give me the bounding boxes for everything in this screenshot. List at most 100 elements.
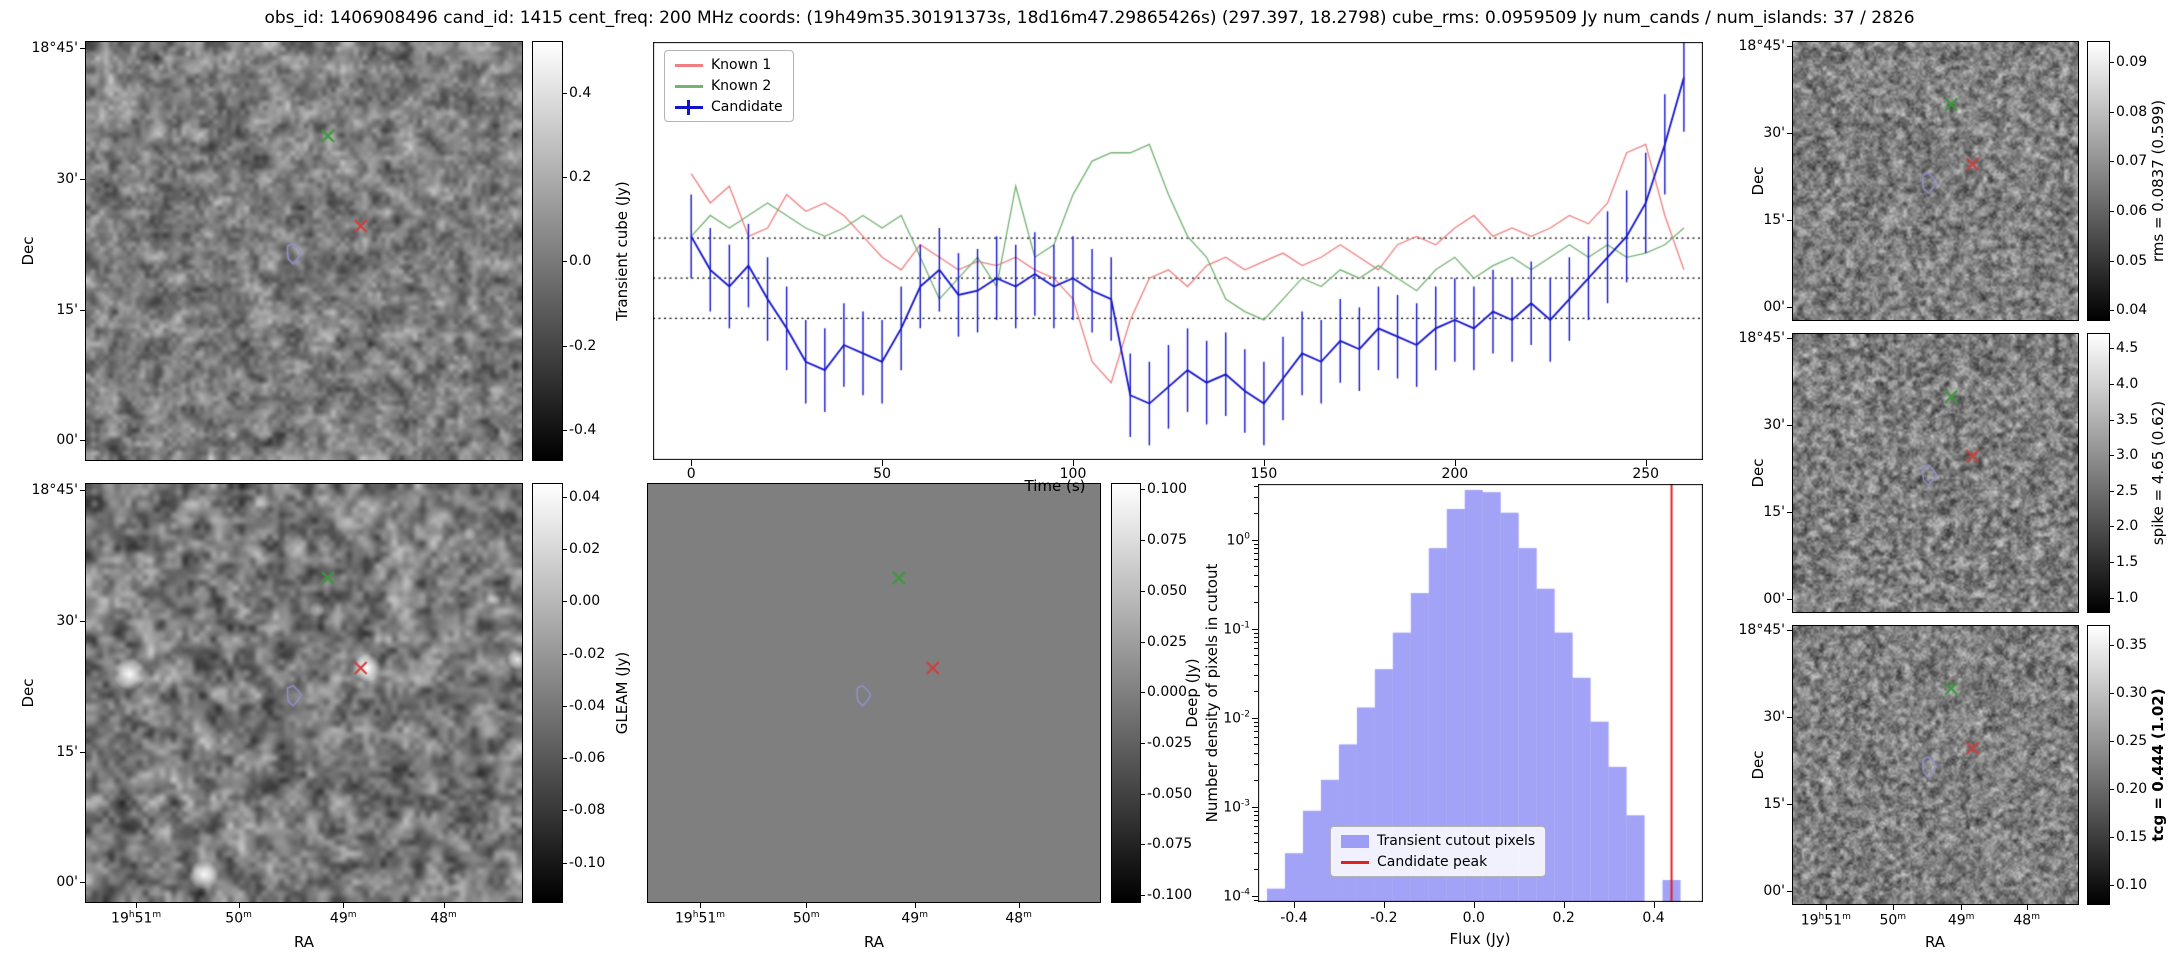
deep-colorbar-tick-label: 0.000	[1147, 684, 1188, 701]
spike-colorbar-tick-label: 1.0	[2116, 589, 2139, 606]
gleam-colorbar-tick-label: -0.08	[569, 802, 606, 819]
time-tick-mark	[691, 460, 693, 466]
transient_cube-colorbar-tick-mark	[562, 345, 567, 347]
dec-tick-mark	[1787, 716, 1793, 718]
density-minor-tick-mark	[1254, 764, 1258, 766]
gleam-colorbar-tick-label: 0.02	[569, 541, 601, 558]
density-tick-mark	[1252, 895, 1258, 897]
density-minor-tick-mark	[1254, 642, 1258, 644]
spike-colorbar-label: spike = 4.65 (0.62)	[2149, 400, 2167, 546]
legend-item-known2: Known 2	[675, 78, 783, 94]
deep-colorbar-tick-mark	[1140, 591, 1145, 592]
dec-tick-label: 00'	[1763, 590, 1785, 607]
density-tick-label: 10-1	[1223, 620, 1250, 637]
time-tick-label: 100	[1059, 466, 1087, 482]
flux-tick-mark	[1383, 902, 1385, 908]
transient-cube-cutout-image	[85, 41, 523, 461]
legend-item-candidate-peak: Candidate peak	[1341, 854, 1535, 870]
dec-axis-label-transient: Dec	[19, 236, 37, 266]
legend-label-known2: Known 2	[711, 78, 772, 94]
ra-tick-mark	[1018, 902, 1020, 908]
density-minor-tick-mark	[1254, 648, 1258, 650]
density-minor-tick-mark	[1254, 655, 1258, 657]
spike-colorbar-tick-mark	[2109, 490, 2114, 492]
legend-label-candidate-peak: Candidate peak	[1377, 854, 1488, 870]
gleam-colorbar-tick-label: -0.10	[569, 854, 606, 871]
candidate-peak-line-sample	[1341, 860, 1369, 864]
gleam-colorbar-tick-label: -0.04	[569, 697, 606, 714]
legend-item-known1: Known 1	[675, 57, 783, 73]
transient_cube-colorbar-tick-mark	[562, 430, 567, 432]
gleam-colorbar	[532, 483, 563, 903]
candidate-errorbar-sample	[675, 99, 703, 115]
dec-tick-mark	[80, 178, 86, 180]
dec-tick-label: 15'	[1763, 795, 1785, 812]
time-tick-mark	[1454, 460, 1456, 466]
gleam-colorbar-tick-mark	[562, 549, 567, 551]
rms-colorbar-tick-label: 0.09	[2116, 53, 2148, 70]
rms-colorbar-tick-mark	[2109, 111, 2114, 113]
dec-axis-label-rms: Dec	[1749, 166, 1767, 196]
dec-tick-label: 18°45'	[31, 482, 78, 499]
rms-colorbar-tick-mark	[2109, 61, 2114, 63]
tcg-colorbar-tick-label: 0.30	[2116, 684, 2148, 701]
rms-colorbar-tick-mark	[2109, 210, 2114, 212]
density-minor-tick-mark	[1254, 566, 1258, 568]
transient_cube-colorbar-tick-label: -0.2	[569, 337, 597, 354]
dec-tick-mark	[80, 620, 86, 622]
density-minor-tick-mark	[1254, 601, 1258, 603]
flux-tick-label: -0.2	[1370, 910, 1398, 926]
rms-colorbar-label: rms = 0.0837 (0.599)	[2149, 99, 2167, 263]
density-tick-mark	[1252, 539, 1258, 541]
dec-tick-label: 18°45'	[31, 40, 78, 57]
dec-tick-mark	[80, 309, 86, 311]
flux-tick-mark	[1563, 902, 1565, 908]
tcg-colorbar-tick-label: 0.35	[2116, 637, 2148, 654]
dec-tick-label: 15'	[1763, 211, 1785, 228]
gleam-colorbar-tick-mark	[562, 705, 567, 707]
ra-axis-label-right: RA	[1924, 933, 1946, 951]
deep-colorbar-tick-mark	[1140, 540, 1145, 541]
deep-colorbar-tick-label: -0.075	[1147, 836, 1193, 853]
legend-label-candidate: Candidate	[711, 99, 783, 115]
density-minor-tick-mark	[1254, 899, 1258, 901]
spike-colorbar-tick-label: 2.0	[2116, 518, 2139, 535]
density-minor-tick-mark	[1254, 842, 1258, 844]
legend-label-known1: Known 1	[711, 57, 772, 73]
ra-tick-mark	[806, 902, 808, 908]
flux-tick-mark	[1473, 902, 1475, 908]
ra-tick-label: 49m	[901, 910, 928, 927]
dec-tick-label: 18°45'	[1738, 38, 1785, 55]
ra-tick-label: 49m	[1947, 912, 1975, 929]
ra-tick-mark	[1961, 904, 1963, 910]
density-minor-tick-mark	[1254, 637, 1258, 639]
gleam-colorbar-tick-mark	[562, 601, 567, 603]
ra-tick-label: 50m	[225, 910, 252, 927]
dec-tick-label: 00'	[56, 874, 78, 891]
dec-tick-label: 15'	[1763, 503, 1785, 520]
ra-tick-label: 19h51m	[111, 910, 162, 927]
legend-item-cutout-pixels: Transient cutout pixels	[1341, 833, 1535, 849]
density-tick-mark	[1252, 628, 1258, 630]
gleam-colorbar-tick-label: 0.04	[569, 488, 601, 505]
flux-tick-mark	[1653, 902, 1655, 908]
spike-colorbar-tick-mark	[2109, 562, 2114, 564]
rms-colorbar-tick-label: 0.07	[2116, 153, 2148, 170]
transient_cube-colorbar-tick-label: -0.4	[569, 422, 597, 439]
tcg-colorbar-tick-mark	[2109, 884, 2114, 886]
gleam-colorbar-tick-label: -0.06	[569, 750, 606, 767]
time-tick-mark	[1263, 460, 1265, 466]
density-tick-label: 10-4	[1223, 887, 1250, 905]
deep-colorbar-tick-mark	[1140, 742, 1145, 744]
spike-colorbar-tick-label: 4.0	[2116, 375, 2139, 392]
gleam-colorbar-tick-label: -0.02	[569, 645, 606, 662]
rms-colorbar-tick-mark	[2109, 260, 2114, 262]
ra-tick-mark	[1892, 904, 1894, 910]
dec-tick-mark	[80, 490, 86, 492]
dec-tick-mark	[1787, 219, 1793, 221]
ra-tick-label: 48m	[1005, 910, 1032, 927]
spike-cutout-image	[1792, 333, 2079, 613]
deep-colorbar-tick-mark	[1140, 793, 1145, 795]
deep-colorbar-tick-label: 0.100	[1147, 481, 1188, 498]
